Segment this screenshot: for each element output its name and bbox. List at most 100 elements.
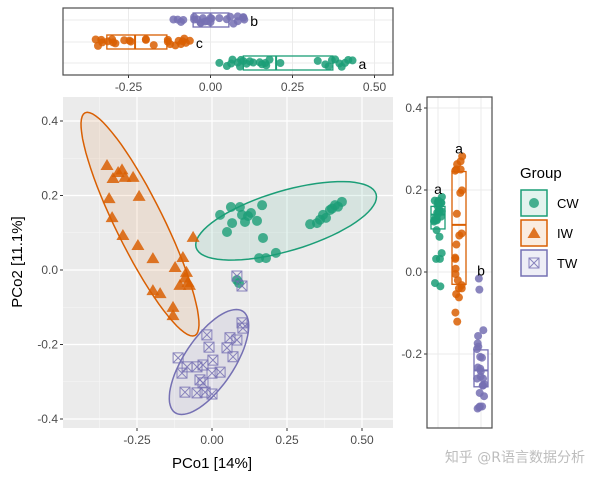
data-point-cw (257, 200, 268, 211)
legend-symbol-tw (528, 257, 540, 269)
jitter-point-iw (97, 35, 106, 44)
legend-label: IW (557, 226, 574, 241)
top-panel-border (62, 7, 394, 76)
jitter-point-iw (456, 165, 465, 174)
data-point-tw (197, 359, 209, 371)
legend-title: Group (520, 165, 562, 182)
square-cross-marker (201, 329, 213, 341)
jitter-point-iw (454, 284, 463, 293)
data-point-iw (146, 252, 160, 264)
jitter-point-cw (324, 62, 333, 71)
x-tick-label: 0.00 (200, 433, 224, 447)
x-tick-label: 0.25 (275, 433, 299, 447)
right-y-tick-label: 0.0 (405, 265, 422, 279)
y-tick-label: -0.4 (37, 412, 58, 426)
significance-letter: a (455, 140, 463, 156)
data-point-cw (270, 247, 281, 258)
main-panel-background (63, 97, 393, 428)
data-point-cw (234, 202, 245, 213)
jitter-point-tw (222, 15, 231, 24)
jitter-point-iw (451, 308, 460, 317)
jitter-point-tw (473, 339, 482, 348)
jitter-point-cw (432, 226, 441, 235)
jitter-point-cw (276, 58, 285, 67)
significance-letter: a (359, 56, 367, 72)
data-point-tw (237, 322, 249, 334)
data-point-cw (225, 202, 236, 213)
data-point-tw (224, 332, 236, 344)
jitter-point-tw (478, 381, 487, 390)
y-tick-label: 0.4 (41, 114, 58, 128)
legend-item-iw: IW (520, 219, 574, 247)
square-cross-marker (231, 334, 243, 346)
right-y-tick-label: 0.2 (405, 183, 422, 197)
main-panel: -0.25 0.00 0.25 0.50 -0.4 -0.2 0.0 0.2 0.4 (37, 97, 393, 447)
data-point-cw (254, 253, 265, 264)
y-tick-label: -0.2 (37, 338, 58, 352)
data-point-iw (126, 170, 140, 182)
jitter-point-iw (452, 240, 461, 249)
jitter-point-cw (436, 212, 445, 221)
jitter-point-cw (236, 62, 245, 71)
jitter-point-iw (457, 186, 466, 195)
x-tick-label: 0.50 (350, 433, 374, 447)
data-point-iw (100, 158, 114, 170)
y-tick-label: 0.2 (41, 189, 58, 203)
jitter-point-iw (176, 40, 185, 49)
square-cross-marker (203, 341, 215, 353)
jitter-point-tw (476, 352, 485, 361)
jitter-point-cw (437, 249, 446, 258)
data-point-tw (203, 341, 215, 353)
jitter-point-iw (456, 157, 465, 166)
x-axis-title: PCo1 [14%] (172, 455, 252, 472)
square-cross-marker (237, 322, 249, 334)
legend-symbol-iw (527, 227, 541, 238)
data-point-cw (243, 210, 253, 221)
jitter-point-tw (240, 15, 249, 24)
data-point-iw (131, 239, 145, 251)
square-cross-marker (197, 359, 209, 371)
jitter-point-cw (436, 282, 445, 291)
jitter-point-tw (474, 274, 483, 283)
x-tick-label: -0.25 (123, 433, 151, 447)
jitter-point-cw (313, 56, 322, 65)
data-point-tw (231, 334, 243, 346)
top-x-tick-label: 0.50 (363, 80, 387, 94)
data-point-cw (258, 232, 268, 243)
jitter-point-iw (451, 253, 460, 262)
square-cross-marker (236, 280, 248, 292)
jitter-point-cw (257, 60, 266, 69)
right-y-tick-label: 0.4 (405, 101, 422, 115)
jitter-point-iw (452, 209, 461, 218)
jitter-point-iw (453, 276, 462, 285)
square-cross-marker (224, 332, 236, 344)
jitter-point-tw (479, 326, 488, 335)
data-point-tw (179, 386, 191, 398)
jitter-point-tw (206, 18, 215, 27)
significance-letter: c (196, 35, 203, 51)
jitter-point-tw (480, 392, 489, 401)
y-tick-label: 0.0 (41, 263, 58, 277)
legend-key (520, 189, 548, 217)
data-point-iw (166, 300, 180, 312)
data-point-iw (116, 228, 130, 240)
data-point-tw (227, 351, 239, 363)
legend-item-tw: TW (520, 249, 578, 277)
significance-letter: b (477, 263, 485, 279)
jitter-point-tw (476, 364, 485, 373)
right-marginal-boxplot: -0.2 0.0 0.2 0.4 a a b (401, 96, 493, 429)
right-y-tick-label: -0.2 (401, 347, 422, 361)
data-point-iw (102, 192, 116, 204)
jitter-point-tw (190, 13, 199, 22)
confidence-ellipse-cw (194, 180, 378, 261)
jitter-point-cw (337, 62, 346, 71)
jitter-point-iw (454, 293, 463, 302)
jitter-point-tw (176, 17, 185, 26)
jitter-point-cw (331, 55, 340, 64)
top-marginal-boxplot: -0.25 0.00 0.25 0.50 a c b (62, 7, 394, 94)
data-point-iw (173, 278, 187, 290)
jitter-point-cw (245, 57, 254, 66)
data-point-cw (315, 214, 325, 225)
square-cross-marker (179, 386, 191, 398)
